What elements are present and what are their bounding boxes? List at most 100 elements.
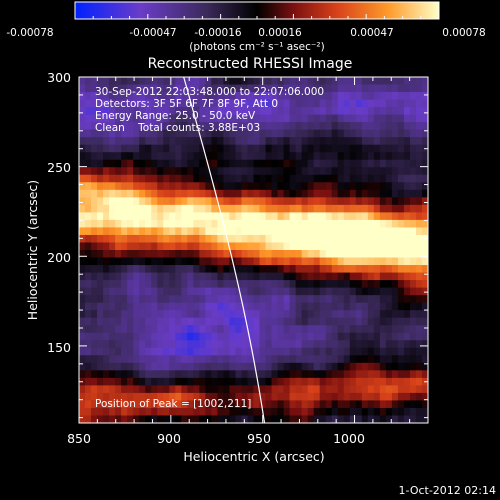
heatmap-cell [199, 295, 206, 304]
heatmap-cell [181, 272, 188, 281]
heatmap-cell [373, 152, 381, 161]
heatmap-cell [127, 122, 134, 131]
heatmap-cell [97, 302, 104, 311]
heatmap-cell [403, 204, 411, 213]
heatmap-cell [199, 84, 206, 93]
heatmap-cell [145, 137, 152, 146]
heatmap-cell [409, 174, 417, 183]
heatmap-cell [277, 370, 285, 379]
heatmap-cell [109, 272, 116, 281]
heatmap-cell [379, 302, 387, 311]
heatmap-cell [121, 377, 128, 386]
heatmap-cell [115, 92, 122, 101]
heatmap-cell [259, 167, 267, 176]
heatmap-cell [157, 325, 164, 334]
heatmap-cell [85, 219, 92, 229]
heatmap-cell [229, 280, 237, 289]
heatmap-cell [241, 144, 249, 153]
heatmap-cell [79, 189, 86, 198]
heatmap-cell [349, 257, 357, 266]
heatmap-cell [217, 167, 225, 176]
heatmap-cell [187, 377, 194, 386]
heatmap-cell [103, 242, 110, 251]
heatmap-cell [277, 400, 285, 409]
heatmap-cell [121, 129, 128, 138]
heatmap-cell [229, 272, 237, 281]
heatmap-cell [277, 122, 285, 131]
heatmap-cell [337, 122, 345, 131]
heatmap-cell [247, 167, 255, 176]
heatmap-cell [139, 197, 146, 206]
heatmap-cell [397, 122, 405, 131]
heatmap-cell [379, 77, 387, 86]
heatmap-cell [253, 152, 261, 161]
heatmap-cell [151, 340, 158, 349]
heatmap-cell [361, 167, 369, 176]
heatmap-cell [271, 144, 279, 153]
heatmap-cell [127, 212, 134, 221]
heatmap-cell [331, 84, 339, 93]
heatmap-cell [325, 370, 333, 379]
heatmap-cell [217, 234, 225, 244]
heatmap-cell [181, 310, 188, 319]
heatmap-cell [211, 77, 218, 86]
heatmap-cell [391, 114, 399, 123]
heatmap-cell [91, 317, 98, 326]
heatmap-cell [169, 272, 176, 281]
heatmap-cell [325, 174, 333, 183]
heatmap-cell [259, 114, 267, 123]
heatmap-cell [403, 302, 411, 311]
heatmap-cell [175, 310, 182, 319]
heatmap-cell [223, 310, 231, 319]
heatmap-cell [205, 265, 212, 274]
heatmap-cell [325, 159, 333, 168]
heatmap-cell [103, 122, 110, 131]
heatmap-cell [187, 280, 194, 289]
heatmap-cell [181, 219, 188, 229]
heatmap-cell [271, 415, 279, 423]
heatmap-cell [373, 355, 381, 364]
heatmap-cell [121, 137, 128, 146]
heatmap-cell [223, 114, 231, 123]
heatmap-cell [397, 310, 405, 319]
heatmap-cell [367, 280, 375, 289]
heatmap-cell [421, 400, 428, 409]
heatmap-cell [211, 362, 218, 371]
heatmap-cell [247, 159, 255, 168]
heatmap-cell [259, 129, 267, 138]
heatmap-cell [175, 392, 182, 402]
heatmap-cell [355, 407, 363, 417]
heatmap-cell [235, 400, 243, 409]
heatmap-cell [271, 107, 279, 116]
heatmap-cell [157, 92, 164, 101]
heatmap-cell [163, 242, 170, 251]
heatmap-cell [133, 392, 140, 402]
heatmap-cell [331, 114, 339, 123]
heatmap-cell [295, 325, 303, 334]
heatmap-cell [247, 122, 255, 131]
heatmap-cell [295, 152, 303, 161]
heatmap-cell [163, 392, 170, 402]
heatmap-cell [379, 167, 387, 176]
colorbar-tick-3: 0.00016 [258, 27, 302, 39]
heatmap-cell [247, 107, 255, 116]
heatmap-cell [229, 234, 237, 244]
heatmap-cell [133, 400, 140, 409]
heatmap-cell [259, 227, 267, 236]
heatmap-cell [409, 340, 417, 349]
heatmap-cell [331, 392, 339, 402]
heatmap-cell [391, 287, 399, 296]
heatmap-cell [319, 204, 327, 213]
heatmap-cell [145, 92, 152, 101]
heatmap-cell [91, 347, 98, 356]
heatmap-cell [217, 197, 225, 206]
heatmap-cell [367, 310, 375, 319]
heatmap-cell [367, 152, 375, 161]
heatmap-cell [157, 400, 164, 409]
heatmap-cell [265, 265, 273, 274]
heatmap-cell [277, 377, 285, 386]
heatmap-cell [349, 242, 357, 251]
heatmap-cell [199, 250, 206, 259]
heatmap-cell [151, 377, 158, 386]
heatmap-cell [109, 257, 116, 266]
